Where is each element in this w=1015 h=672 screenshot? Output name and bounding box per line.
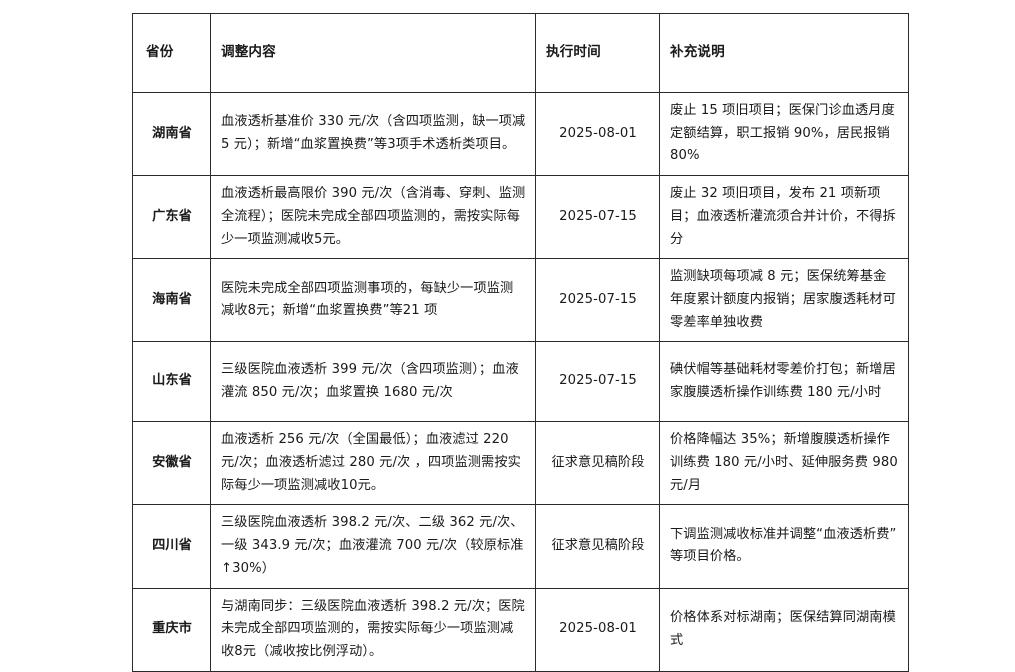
cell-date: 2025-07-15 (535, 341, 660, 423)
column-header-notes: 补充说明 (659, 13, 909, 93)
cell-province: 重庆市 (132, 587, 211, 672)
table-row: 重庆市 与湖南同步：三级医院血液透析 398.2 元/次；医院未完成全部四项监测的… (132, 587, 909, 672)
cell-content: 与湖南同步：三级医院血液透析 398.2 元/次；医院未完成全部四项监测的，需按… (210, 587, 536, 672)
cell-content: 三级医院血液透析 399 元/次（含四项监测）；血液灌流 850 元/次；血浆置… (210, 341, 536, 423)
cell-notes: 废止 32 项旧项目，发布 21 项新项目；血液透析灌流须合并计价，不得拆分 (659, 175, 909, 260)
column-header-province: 省份 (132, 13, 211, 93)
cell-date: 征求意见稿阶段 (535, 421, 660, 506)
table-body: 湖南省 血液透析基准价 330 元/次（含四项监测，缺一项减 5 元）；新增“血浆… (132, 91, 909, 672)
table-row: 广东省 血液透析最高限价 390 元/次（含消毒、穿刺、监测全流程）；医院未完成全… (132, 175, 909, 260)
cell-province: 湖南省 (132, 91, 211, 177)
header-row: 省份 调整内容 执行时间 补充说明 (132, 13, 909, 93)
cell-notes: 价格体系对标湖南；医保结算同湖南模式 (659, 587, 909, 672)
cell-province: 广东省 (132, 175, 211, 260)
cell-content: 三级医院血液透析 398.2 元/次、二级 362 元/次、一级 343.9 元… (210, 504, 536, 589)
cell-province: 四川省 (132, 504, 211, 589)
cell-province: 海南省 (132, 258, 211, 343)
column-header-content: 调整内容 (210, 13, 536, 93)
cell-date: 2025-07-15 (535, 175, 660, 260)
table-row: 海南省 医院未完成全部四项监测事项的，每缺少一项监测减收8元；新增“血浆置换费”等… (132, 258, 909, 343)
cell-province: 山东省 (132, 341, 211, 423)
cell-content: 血液透析最高限价 390 元/次（含消毒、穿刺、监测全流程）；医院未完成全部四项… (210, 175, 536, 260)
table-row: 安徽省 血液透析 256 元/次（全国最低）；血液滤过 220 元/次；血液透析滤… (132, 421, 909, 506)
cell-date: 2025-08-01 (535, 587, 660, 672)
table-row: 湖南省 血液透析基准价 330 元/次（含四项监测，缺一项减 5 元）；新增“血浆… (132, 91, 909, 177)
cell-content: 医院未完成全部四项监测事项的，每缺少一项监测减收8元；新增“血浆置换费”等21 … (210, 258, 536, 343)
cell-date: 2025-08-01 (535, 91, 660, 177)
cell-notes: 废止 15 项旧项目；医保门诊血透月度定额结算，职工报销 90%，居民报销 80… (659, 91, 909, 177)
cell-content: 血液透析 256 元/次（全国最低）；血液滤过 220 元/次；血液透析滤过 2… (210, 421, 536, 506)
cell-notes: 监测缺项每项减 8 元；医保统筹基金年度累计额度内报销；居家腹透耗材可零差率单独… (659, 258, 909, 343)
table-header: 省份 调整内容 执行时间 补充说明 (132, 13, 909, 93)
cell-date: 征求意见稿阶段 (535, 504, 660, 589)
table-row: 四川省 三级医院血液透析 398.2 元/次、二级 362 元/次、一级 343.… (132, 504, 909, 589)
cell-notes: 碘伏帽等基础耗材零差价打包；新增居家腹膜透析操作训练费 180 元/小时 (659, 341, 909, 423)
column-header-date: 执行时间 (535, 13, 660, 93)
cell-notes: 价格降幅达 35%；新增腹膜透析操作训练费 180 元/小时、延伸服务费 980… (659, 421, 909, 506)
cell-date: 2025-07-15 (535, 258, 660, 343)
table-row: 山东省 三级医院血液透析 399 元/次（含四项监测）；血液灌流 850 元/次；… (132, 341, 909, 423)
cell-notes: 下调监测减收标准并调整“血液透析费”等项目价格。 (659, 504, 909, 589)
cell-province: 安徽省 (132, 421, 211, 506)
policy-comparison-table: 省份 调整内容 执行时间 补充说明 湖南省 血液透析基准价 330 元/次（含四项… (132, 13, 909, 672)
cell-content: 血液透析基准价 330 元/次（含四项监测，缺一项减 5 元）；新增“血浆置换费… (210, 91, 536, 177)
